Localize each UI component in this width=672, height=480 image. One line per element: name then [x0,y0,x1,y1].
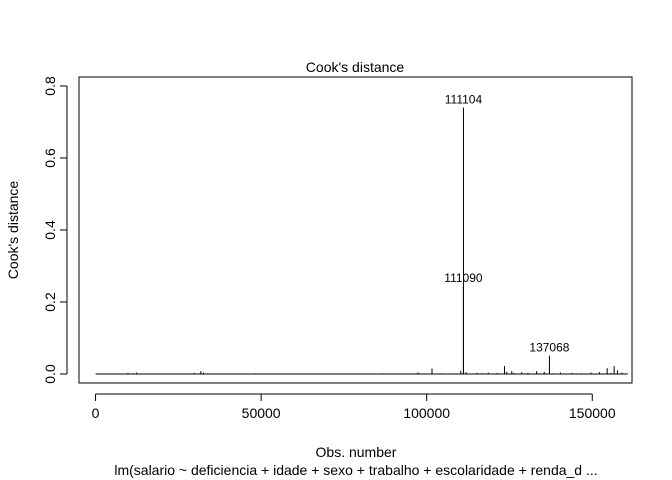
y-tick-label: 0.4 [42,220,58,240]
y-tick-label: 0.0 [42,364,58,384]
chart-subtitle: lm(salario ~ deficiencia + idade + sexo … [114,462,597,478]
y-tick-label: 0.2 [42,292,58,312]
y-tick-label: 0.6 [42,148,58,168]
point-label: 111104 [445,93,483,107]
plot-frame [78,76,633,384]
x-tick-label: 150000 [569,405,616,421]
x-tick-label: 0 [92,405,100,421]
x-tick-label: 50000 [242,405,281,421]
chart-title: Cook's distance [306,59,405,75]
plot-area: 111104 111090 137068 [95,93,628,375]
point-label: 111090 [444,271,483,285]
point-label: 137068 [529,341,569,355]
x-tick-label: 100000 [403,405,450,421]
x-axis-label: Obs. number [316,444,397,460]
y-axis-label: Cook's distance [5,181,21,280]
y-tick-label: 0.8 [42,76,58,96]
axes: 0 50000 100000 150000 0.0 0.2 0.4 0.6 0.8 [42,76,616,421]
